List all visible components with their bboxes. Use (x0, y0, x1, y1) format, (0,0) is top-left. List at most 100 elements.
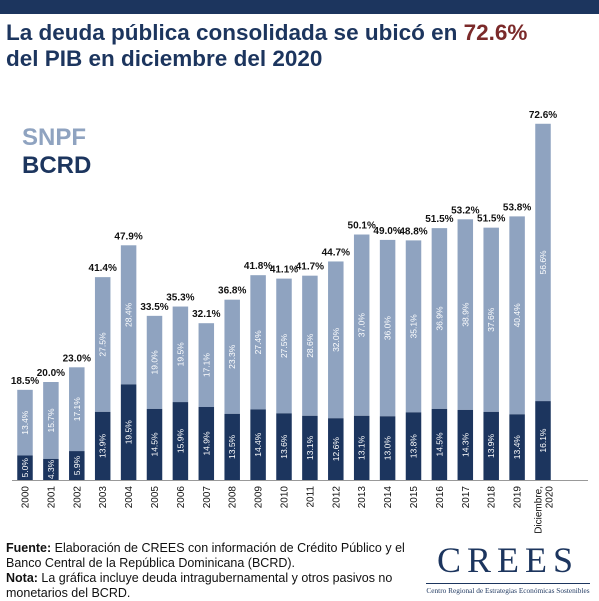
top-bar (0, 0, 599, 14)
bar-snpf-15 (405, 240, 422, 413)
bar-bcrd-2 (69, 451, 85, 480)
label-snpf-10: 27.5% (279, 333, 289, 358)
x-tick-label-part: Diciembre, (534, 486, 545, 534)
x-tick-label-10: 2010 (280, 486, 291, 509)
bar-bcrd-17 (457, 409, 474, 480)
label-snpf-17: 38.9% (460, 302, 470, 327)
label-bcrd-16: 14.5% (434, 432, 444, 457)
bar-snpf-9 (250, 275, 266, 410)
total-label-14: 49.0% (373, 226, 401, 237)
x-tick-label-20: Diciembre,2020 (534, 486, 556, 534)
bar-bcrd-4 (120, 384, 137, 480)
x-tick-label-14: 2014 (383, 486, 394, 509)
x-tick-label-17: 2017 (461, 486, 472, 509)
logo-subtitle: Centro Regional de Estrategias Económica… (426, 586, 590, 595)
bar-snpf-18 (483, 227, 499, 412)
bar-snpf-10 (276, 278, 292, 414)
bar-snpf-11 (302, 275, 318, 416)
label-bcrd-13: 13.1% (357, 435, 367, 460)
x-tick-label-16: 2016 (435, 486, 446, 509)
total-label-13: 50.1% (348, 221, 376, 232)
label-bcrd-6: 15.9% (175, 429, 185, 454)
label-snpf-4: 28.4% (124, 302, 134, 327)
total-label-5: 33.5% (140, 302, 168, 313)
crees-logo: CREES Centro Regional de Estrategias Eco… (420, 540, 596, 595)
footer: Fuente: Elaboración de CREES con informa… (6, 541, 406, 601)
bar-bcrd-8 (224, 413, 240, 480)
total-label-20: 72.6% (529, 110, 557, 121)
total-label-2: 23.0% (63, 353, 91, 364)
total-label-17: 53.2% (451, 205, 479, 216)
bar-bcrd-14 (379, 416, 396, 480)
label-bcrd-2: 5.9% (72, 455, 82, 475)
x-tick-label-3: 2003 (98, 486, 109, 509)
x-tick-label-4: 2004 (124, 486, 135, 509)
label-snpf-0: 13.4% (20, 410, 30, 435)
bar-snpf-6 (172, 306, 189, 403)
title-part2: del PIB en diciembre del 2020 (6, 46, 323, 71)
bar-bcrd-0 (17, 455, 33, 480)
bar-bcrd-13 (353, 415, 370, 480)
total-label-3: 41.4% (89, 263, 117, 274)
total-label-7: 32.1% (192, 309, 220, 320)
label-bcrd-10: 13.6% (279, 434, 289, 459)
label-snpf-2: 17.1% (72, 397, 82, 422)
bar-bcrd-20 (535, 401, 551, 480)
total-label-12: 44.7% (322, 247, 350, 258)
label-bcrd-8: 13.5% (227, 434, 237, 459)
label-snpf-3: 27.5% (98, 332, 108, 357)
bar-bcrd-12 (328, 418, 344, 480)
total-label-11: 41.7% (296, 262, 324, 273)
label-bcrd-17: 14.3% (460, 432, 470, 457)
label-snpf-11: 28.6% (305, 333, 315, 358)
note-label: Nota: (6, 571, 38, 585)
x-tick-label-1: 2001 (46, 486, 57, 509)
label-snpf-7: 17.1% (201, 353, 211, 378)
label-snpf-9: 27.4% (253, 330, 263, 355)
x-tick-label-18: 2018 (487, 486, 498, 509)
label-bcrd-1: 4.3% (46, 459, 56, 479)
label-snpf-13: 37.0% (357, 313, 367, 338)
bar-bcrd-15 (405, 412, 422, 480)
label-snpf-15: 35.1% (409, 314, 419, 339)
bar-bcrd-16 (431, 408, 448, 480)
label-bcrd-20: 16.1% (538, 428, 548, 453)
x-tick-label-2: 2002 (72, 486, 83, 509)
bar-snpf-3 (94, 277, 111, 412)
bar-bcrd-1 (43, 458, 59, 480)
bar-snpf-7 (198, 323, 215, 407)
x-tick-label-6: 2006 (176, 486, 187, 509)
bar-snpf-1 (43, 382, 59, 459)
total-label-8: 36.8% (218, 286, 246, 297)
title-highlight: 72.6% (463, 20, 528, 45)
source-label: Fuente: (6, 541, 52, 555)
title-part1: La deuda pública consolidada se ubicó en (6, 20, 464, 45)
bar-snpf-0 (17, 389, 33, 456)
total-label-18: 51.5% (477, 214, 505, 225)
bar-snpf-17 (457, 219, 474, 410)
bar-bcrd-3 (94, 411, 111, 480)
logo-divider (426, 583, 590, 584)
label-snpf-5: 19.0% (150, 350, 160, 375)
source-text: Elaboración de CREES con información de … (6, 541, 405, 570)
x-tick-label-19: 2019 (513, 486, 524, 509)
total-label-0: 18.5% (11, 376, 39, 387)
bar-bcrd-19 (509, 414, 525, 480)
label-bcrd-9: 14.4% (253, 432, 263, 457)
bar-snpf-13 (353, 234, 370, 416)
label-snpf-18: 37.6% (486, 307, 496, 332)
label-snpf-6: 19.5% (175, 342, 185, 367)
bar-bcrd-6 (172, 402, 189, 480)
x-tick-label-0: 2000 (21, 486, 32, 509)
total-label-16: 51.5% (425, 214, 453, 225)
bar-bcrd-7 (198, 406, 215, 480)
label-bcrd-12: 12.6% (331, 437, 341, 462)
bar-bcrd-5 (146, 408, 163, 480)
bar-bcrd-10 (276, 413, 292, 480)
bar-bcrd-18 (483, 411, 499, 480)
label-bcrd-3: 13.9% (98, 433, 108, 458)
bar-bcrd-9 (250, 409, 266, 480)
x-tick-label-11: 2011 (305, 486, 316, 508)
label-snpf-1: 15.7% (46, 408, 56, 433)
x-tick-label-5: 2005 (150, 486, 161, 509)
